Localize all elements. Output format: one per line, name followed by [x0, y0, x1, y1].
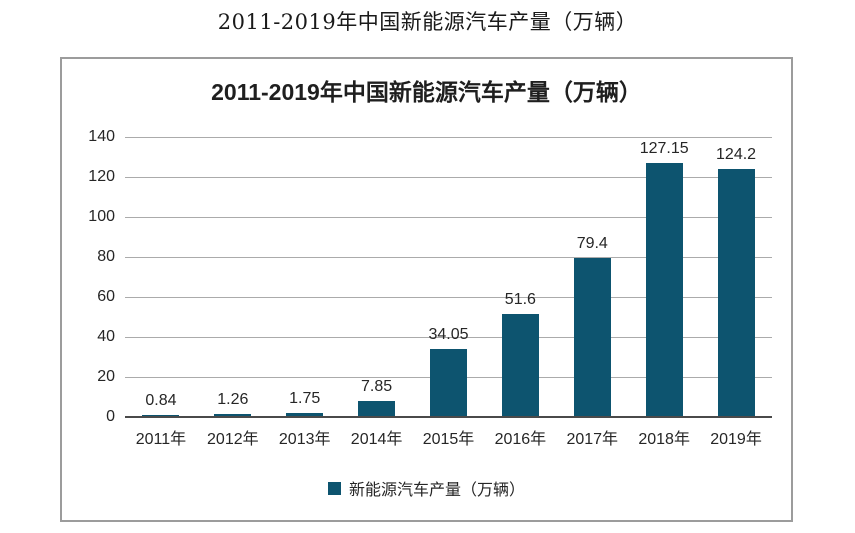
y-tick-label: 60 — [97, 288, 115, 305]
x-tick-label: 2019年 — [710, 431, 762, 448]
bar — [358, 401, 396, 417]
plot-area: 0 20 40 60 80 100 120 140 0.84 2011年 1.26 2012年 1.75… — [88, 128, 772, 448]
bar-value-label: 124.2 — [716, 146, 757, 163]
bar-value-label: 1.26 — [217, 391, 249, 408]
x-tick-label: 2017年 — [566, 431, 619, 448]
bar-value-label: 1.75 — [289, 390, 321, 407]
gridline — [125, 216, 772, 218]
bar-value-label: 79.4 — [576, 235, 608, 252]
y-tick-label: 100 — [88, 208, 115, 225]
bar-value-label: 51.6 — [504, 291, 536, 308]
y-tick-label: 120 — [88, 168, 115, 185]
x-axis-line — [125, 416, 772, 418]
page-title: 2011-2019年中国新能源汽车产量（万辆） — [217, 10, 638, 34]
x-tick-label: 2015年 — [422, 431, 475, 448]
bar-value-label: 34.05 — [428, 326, 469, 343]
gridline — [125, 336, 772, 338]
bar — [501, 314, 539, 417]
x-tick-label: 2013年 — [278, 431, 331, 448]
bar — [645, 163, 683, 417]
gridline — [125, 176, 772, 178]
bar — [717, 169, 755, 417]
y-tick-label: 0 — [106, 408, 115, 425]
legend-swatch — [327, 481, 341, 495]
x-tick-label: 2011年 — [135, 431, 187, 448]
bar — [214, 414, 252, 417]
bar — [430, 349, 467, 417]
legend: 新能源汽车产量（万辆） — [62, 476, 791, 500]
gridline — [125, 256, 772, 258]
y-tick-label: 40 — [97, 328, 115, 345]
x-tick-label: 2018年 — [638, 431, 690, 448]
x-tick-label: 2014年 — [350, 431, 403, 448]
y-tick-label: 80 — [97, 248, 115, 265]
legend-label: 新能源汽车产量（万辆） — [348, 482, 525, 499]
x-tick-label: 2012年 — [207, 431, 259, 448]
bar-value-label: 7.85 — [361, 378, 393, 395]
x-tick-label: 2016年 — [494, 431, 547, 448]
gridline — [125, 296, 772, 298]
chart-container: 2011-2019年中国新能源汽车产量（万辆） 0 20 40 60 80 100 120 1… — [60, 57, 793, 522]
bar — [286, 413, 324, 417]
y-tick-label: 140 — [88, 128, 115, 145]
y-tick-label: 20 — [97, 368, 115, 385]
bar — [573, 258, 611, 417]
bar-value-label: 0.84 — [145, 392, 177, 409]
chart-title: 2011-2019年中国新能源汽车产量（万辆） — [211, 79, 642, 105]
gridline — [125, 136, 772, 138]
bar-value-label: 127.15 — [639, 140, 689, 157]
